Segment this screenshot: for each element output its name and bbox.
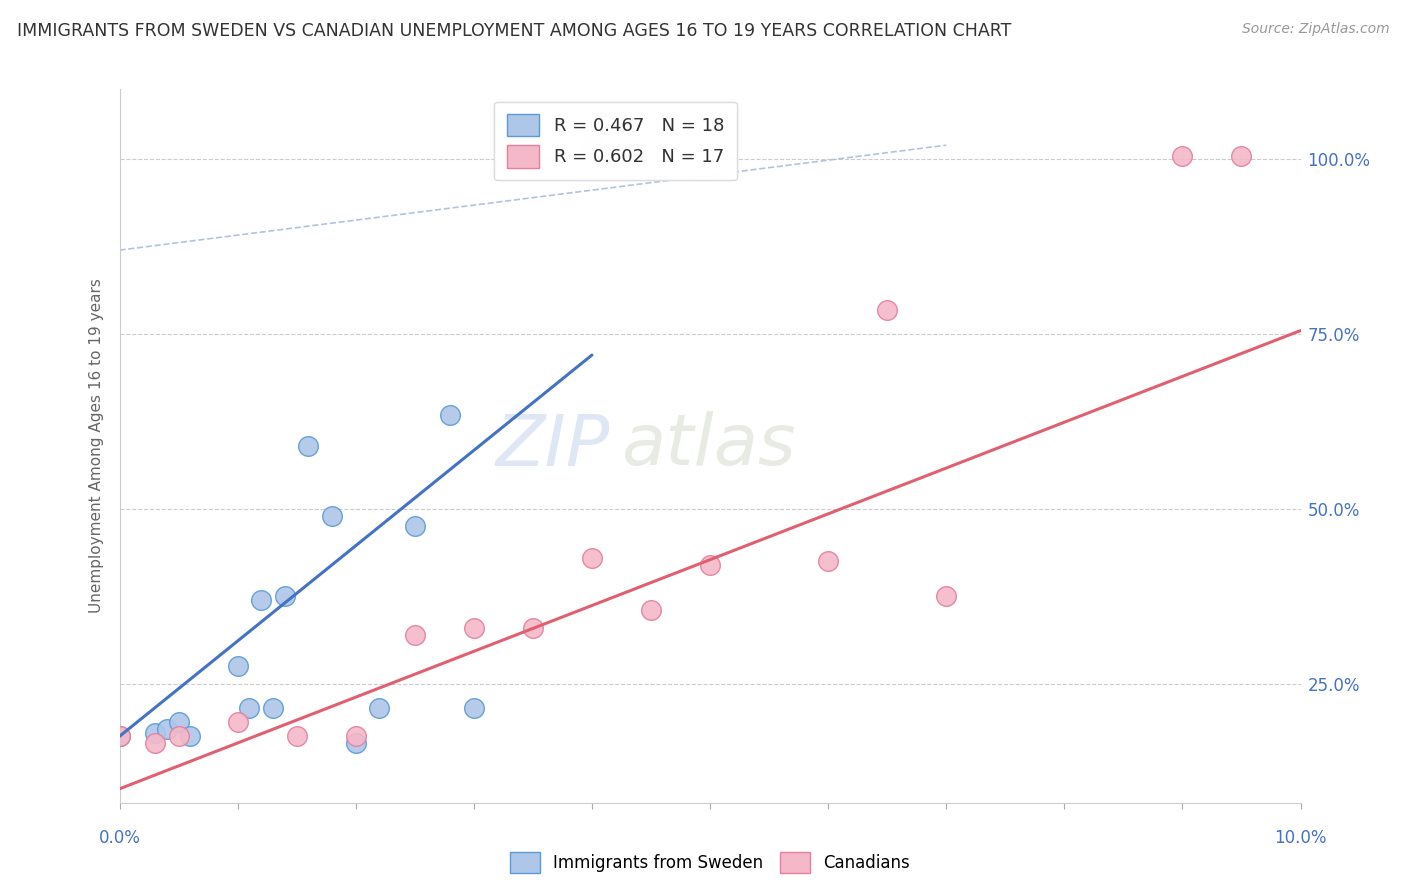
Point [108,729,131,743]
Point [463,701,485,715]
Point [463,621,485,635]
Point [238,701,260,715]
Point [285,729,308,743]
Point [226,659,249,673]
Point [640,603,662,617]
Point [876,302,898,317]
Point [156,723,179,737]
Text: IMMIGRANTS FROM SWEDEN VS CANADIAN UNEMPLOYMENT AMONG AGES 16 TO 19 YEARS CORREL: IMMIGRANTS FROM SWEDEN VS CANADIAN UNEMP… [17,22,1011,40]
Point [143,726,166,740]
Point [817,554,839,568]
Point [699,558,721,572]
Legend: R = 0.467   N = 18, R = 0.602   N = 17: R = 0.467 N = 18, R = 0.602 N = 17 [495,102,737,180]
Point [1171,149,1194,163]
Point [439,408,461,422]
Legend: Immigrants from Sweden, Canadians: Immigrants from Sweden, Canadians [503,846,917,880]
Point [404,628,426,642]
Point [226,715,249,730]
Point [581,138,603,153]
Text: 0.0%: 0.0% [98,829,141,847]
Point [344,729,367,743]
Point [1230,149,1253,163]
Point [143,736,166,750]
Point [368,701,391,715]
Point [250,593,273,607]
Text: 10.0%: 10.0% [1274,829,1327,847]
Point [297,439,319,453]
Point [404,519,426,533]
Text: atlas: atlas [621,411,796,481]
Point [108,729,131,743]
Point [179,729,201,743]
Text: Source: ZipAtlas.com: Source: ZipAtlas.com [1241,22,1389,37]
Point [262,701,284,715]
Point [167,715,190,730]
Point [581,550,603,565]
Point [321,508,343,523]
Y-axis label: Unemployment Among Ages 16 to 19 years: Unemployment Among Ages 16 to 19 years [89,278,104,614]
Point [344,736,367,750]
Text: ZIP: ZIP [495,411,610,481]
Point [935,590,957,604]
Point [274,590,297,604]
Point [522,621,544,635]
Point [167,729,190,743]
